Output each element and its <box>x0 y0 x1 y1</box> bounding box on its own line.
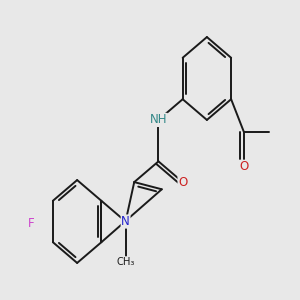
Text: F: F <box>28 217 34 230</box>
Text: O: O <box>178 176 187 189</box>
Text: NH: NH <box>150 113 167 126</box>
Text: CH₃: CH₃ <box>116 257 135 267</box>
Text: O: O <box>239 160 248 173</box>
Text: N: N <box>121 215 130 228</box>
